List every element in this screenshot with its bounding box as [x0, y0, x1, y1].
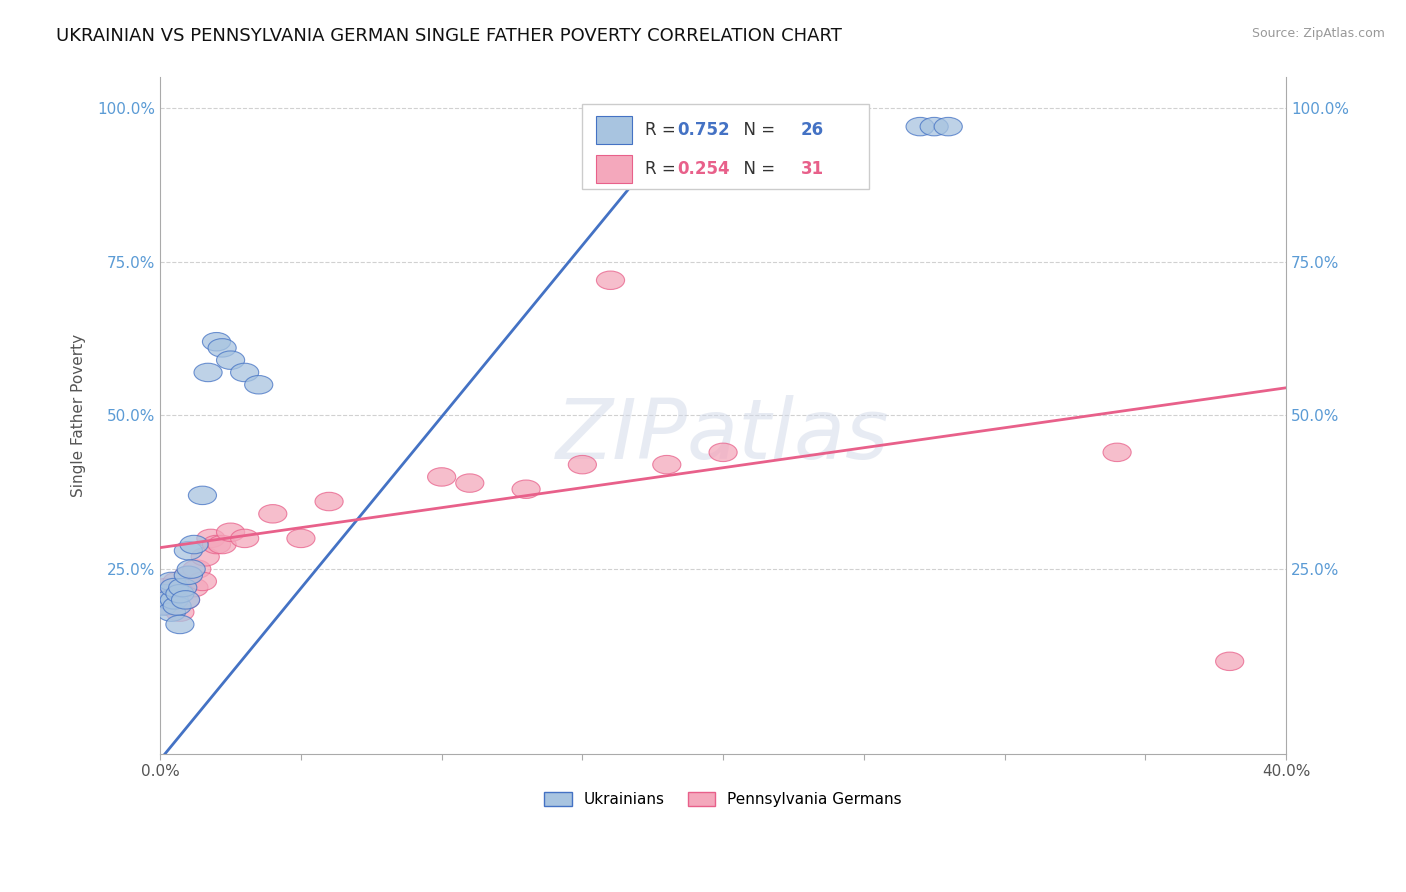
Text: UKRAINIAN VS PENNSYLVANIA GERMAN SINGLE FATHER POVERTY CORRELATION CHART: UKRAINIAN VS PENNSYLVANIA GERMAN SINGLE … [56, 27, 842, 45]
Ellipse shape [166, 615, 194, 633]
Text: 0.752: 0.752 [676, 121, 730, 139]
Text: R =: R = [645, 121, 682, 139]
Ellipse shape [287, 529, 315, 548]
Text: 31: 31 [801, 160, 824, 178]
Text: N =: N = [733, 121, 780, 139]
Ellipse shape [202, 535, 231, 554]
Ellipse shape [172, 591, 200, 609]
Ellipse shape [194, 363, 222, 382]
Ellipse shape [183, 560, 211, 578]
Ellipse shape [180, 535, 208, 554]
Ellipse shape [709, 443, 737, 461]
Ellipse shape [152, 578, 180, 597]
Ellipse shape [160, 578, 188, 597]
Y-axis label: Single Father Poverty: Single Father Poverty [72, 334, 86, 497]
Ellipse shape [920, 118, 948, 136]
Text: 26: 26 [801, 121, 824, 139]
Ellipse shape [202, 333, 231, 351]
Ellipse shape [166, 603, 194, 622]
Ellipse shape [163, 572, 191, 591]
Ellipse shape [160, 584, 188, 603]
Ellipse shape [174, 566, 202, 584]
Ellipse shape [905, 118, 934, 136]
Ellipse shape [149, 591, 177, 609]
Legend: Ukrainians, Pennsylvania Germans: Ukrainians, Pennsylvania Germans [538, 786, 908, 814]
Text: ZIPatlas: ZIPatlas [557, 395, 890, 476]
Ellipse shape [177, 560, 205, 578]
Ellipse shape [174, 541, 202, 560]
Ellipse shape [160, 591, 188, 609]
Ellipse shape [169, 578, 197, 597]
Ellipse shape [155, 591, 183, 609]
Ellipse shape [231, 529, 259, 548]
Ellipse shape [1104, 443, 1132, 461]
FancyBboxPatch shape [582, 104, 869, 189]
Ellipse shape [217, 523, 245, 541]
Ellipse shape [245, 376, 273, 394]
Ellipse shape [512, 480, 540, 499]
Ellipse shape [315, 492, 343, 511]
Ellipse shape [427, 467, 456, 486]
Ellipse shape [157, 603, 186, 622]
Ellipse shape [208, 535, 236, 554]
Ellipse shape [174, 566, 202, 584]
Ellipse shape [163, 597, 191, 615]
Ellipse shape [157, 572, 186, 591]
Ellipse shape [596, 271, 624, 290]
Ellipse shape [152, 584, 180, 603]
Ellipse shape [934, 118, 962, 136]
Text: R =: R = [645, 160, 682, 178]
Text: 0.254: 0.254 [676, 160, 730, 178]
Ellipse shape [172, 591, 200, 609]
Ellipse shape [180, 578, 208, 597]
Ellipse shape [568, 456, 596, 474]
Text: Source: ZipAtlas.com: Source: ZipAtlas.com [1251, 27, 1385, 40]
Ellipse shape [188, 486, 217, 505]
Ellipse shape [197, 529, 225, 548]
Text: N =: N = [733, 160, 780, 178]
Ellipse shape [208, 339, 236, 357]
Ellipse shape [188, 572, 217, 591]
Ellipse shape [1216, 652, 1244, 671]
Ellipse shape [652, 456, 681, 474]
FancyBboxPatch shape [596, 116, 631, 145]
Ellipse shape [166, 584, 194, 603]
Ellipse shape [231, 363, 259, 382]
Ellipse shape [155, 597, 183, 615]
Ellipse shape [191, 548, 219, 566]
Ellipse shape [157, 591, 186, 609]
Ellipse shape [217, 351, 245, 369]
Ellipse shape [456, 474, 484, 492]
FancyBboxPatch shape [596, 154, 631, 183]
Ellipse shape [149, 597, 177, 615]
Ellipse shape [259, 505, 287, 523]
Ellipse shape [169, 578, 197, 597]
